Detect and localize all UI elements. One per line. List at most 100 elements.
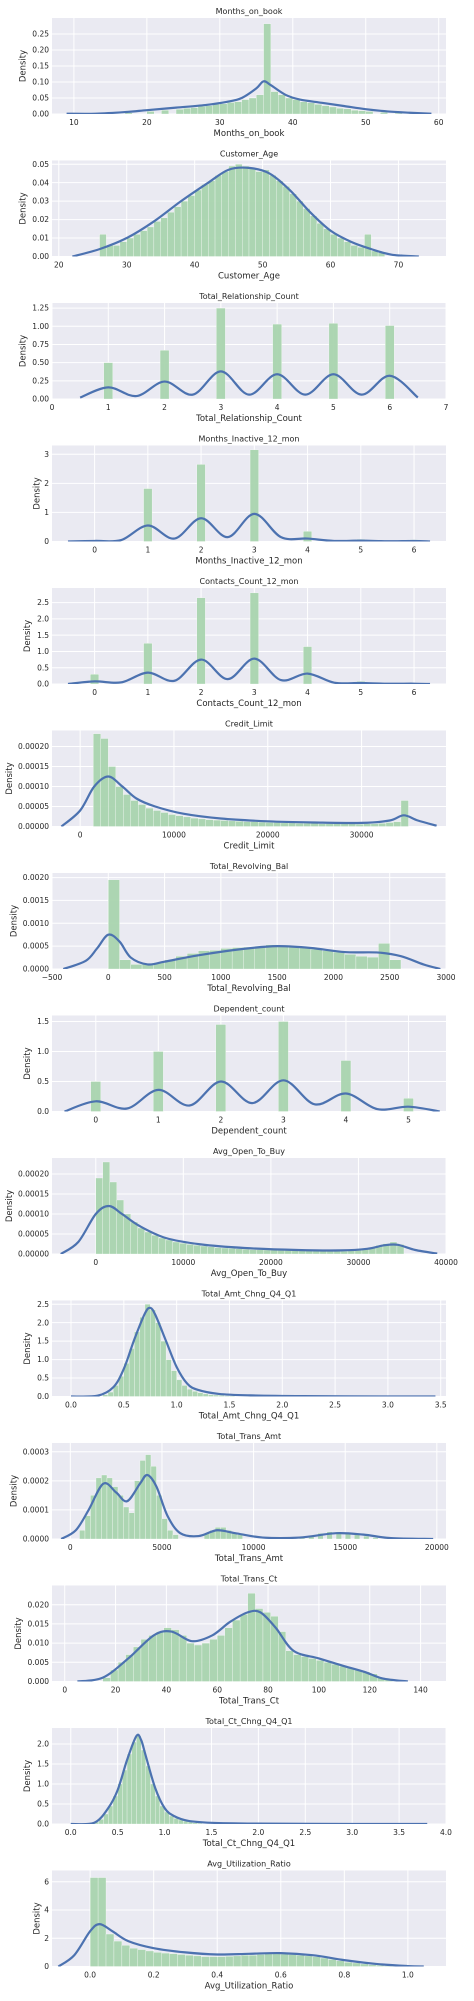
x-tick-label: 2 (162, 403, 167, 412)
x-tick-label: 6 (412, 546, 417, 555)
histogram-bar (346, 1667, 355, 1682)
y-tick-label: 1.00 (32, 322, 49, 331)
histogram-bar (322, 950, 334, 969)
histogram-bar (89, 1877, 99, 1967)
histogram-bar (234, 101, 242, 114)
histogram-bar (343, 241, 352, 257)
histogram-bar (272, 323, 282, 399)
histogram-bar (255, 171, 263, 257)
x-tick-label: 4 (305, 688, 310, 697)
x-tick-label: 6 (387, 403, 392, 412)
histogram-bar (197, 106, 206, 114)
histogram-bar (129, 1947, 138, 1967)
histogram-bar (128, 1348, 135, 1397)
histogram-bar (156, 1631, 164, 1682)
histogram-bar (250, 821, 259, 827)
histogram-bar (226, 102, 235, 114)
histogram-bar (213, 1394, 220, 1397)
histogram-bar (137, 1949, 146, 1967)
histogram-bar (299, 101, 308, 114)
histogram-bar (289, 193, 297, 257)
histogram-bar (358, 110, 366, 114)
x-tick-label: 0 (68, 1543, 73, 1552)
subplot-13: 0.0 0.5 1.0 1.5 2.0 2.5 3.0 3.5 4.0 0.0 0.5 1.0 1.5 2… (23, 1717, 452, 1849)
x-tick-label: 4 (344, 1116, 349, 1125)
histogram-bar (160, 812, 169, 827)
x-tick-label: 6 (412, 688, 417, 697)
histogram-bar (360, 1963, 369, 1967)
y-tick-label: 0.00015 (18, 762, 49, 771)
histogram-bar (212, 104, 220, 114)
histogram-bar (134, 1331, 140, 1397)
histogram-bar (339, 1665, 348, 1682)
histogram-bar (216, 307, 226, 399)
chart-title: Contacts_Count_12_mon (200, 577, 299, 586)
histogram-bar (288, 945, 300, 969)
histogram-bar (193, 1245, 201, 1254)
y-axis-label: Density (23, 1047, 33, 1079)
histogram-bar (146, 111, 155, 114)
histogram-bar (217, 1635, 226, 1682)
x-tick-label: 1.5 (206, 1828, 218, 1837)
histogram-bar (270, 1249, 279, 1254)
histogram-bar (372, 1537, 379, 1539)
histogram-bar (228, 165, 236, 257)
x-axis-label: Months_Inactive_12_mon (195, 557, 302, 567)
y-tick-label: 0.00 (32, 252, 49, 261)
histogram-bar (272, 1953, 281, 1967)
histogram-bar (365, 111, 374, 114)
histogram-bar (256, 1954, 266, 1967)
x-axis-label: Contacts_Count_12_mon (196, 699, 301, 709)
x-tick-label: 4 (305, 546, 310, 555)
histogram-bar (190, 817, 199, 827)
histogram-bars (95, 1161, 405, 1254)
histogram-bar (175, 815, 184, 827)
histogram-bar (293, 1654, 302, 1682)
histogram-bar (265, 944, 278, 969)
histogram-bar (160, 1340, 167, 1397)
histogram-bar (221, 1247, 230, 1254)
histogram-bar (224, 1395, 230, 1397)
histogram-bar (243, 946, 255, 969)
histogram-bar (186, 1244, 194, 1254)
y-axis-label: Density (23, 1332, 33, 1364)
y-tick-label: 1.0 (37, 1780, 49, 1789)
chart-title: Total_Relationship_Count (198, 292, 299, 301)
x-axis-label: Avg_Utilization_Ratio (205, 1982, 294, 1992)
histogram-bars (99, 164, 386, 257)
plot-area (52, 1300, 446, 1397)
subplot-2: 20 30 40 50 60 70 0.00 0.01 0.02 0.03 0.04 0.05 Cust… (19, 150, 446, 282)
y-tick-label: 0.005 (28, 1658, 50, 1667)
histogram-bar (303, 208, 311, 257)
histogram-bar (363, 823, 372, 827)
y-tick-label: 0.02 (32, 215, 49, 224)
histogram-bar (105, 1933, 115, 1967)
histogram-bar (400, 800, 409, 827)
histogram-bar (255, 1608, 264, 1682)
histogram-bar (262, 1612, 271, 1682)
y-tick-label: 1.0 (37, 1047, 49, 1056)
histogram-bar (262, 169, 270, 257)
y-tick-label: 0.0002 (23, 1476, 49, 1485)
histogram-bar (318, 823, 327, 827)
y-axis-label: Density (19, 50, 29, 82)
histogram-bar (117, 1495, 124, 1539)
histogram-bar (295, 823, 304, 827)
histogram-bar (298, 1250, 307, 1254)
x-tick-label: 1.5 (223, 1401, 235, 1410)
x-tick-label: 10000 (242, 1543, 266, 1552)
histogram-bar (198, 818, 206, 827)
y-axis-label: Density (23, 1760, 33, 1792)
histogram-bar (158, 1237, 166, 1254)
histogram-bar (378, 823, 387, 827)
y-axis-label: Density (32, 477, 42, 509)
histogram-bar (217, 1956, 226, 1967)
histogram-bar (186, 1642, 195, 1682)
histogram-bar (155, 1322, 161, 1397)
kde-curve (57, 1923, 424, 1967)
x-tick-label: 3 (252, 546, 257, 555)
x-axis-label: Credit_Limit (224, 842, 276, 852)
histogram-bar (213, 819, 222, 827)
subplot-8: 0 1 2 3 4 5 0.0 0.5 1.0 1.5 Dependent_count Depende… (23, 1005, 446, 1137)
histogram-bar (153, 810, 161, 827)
